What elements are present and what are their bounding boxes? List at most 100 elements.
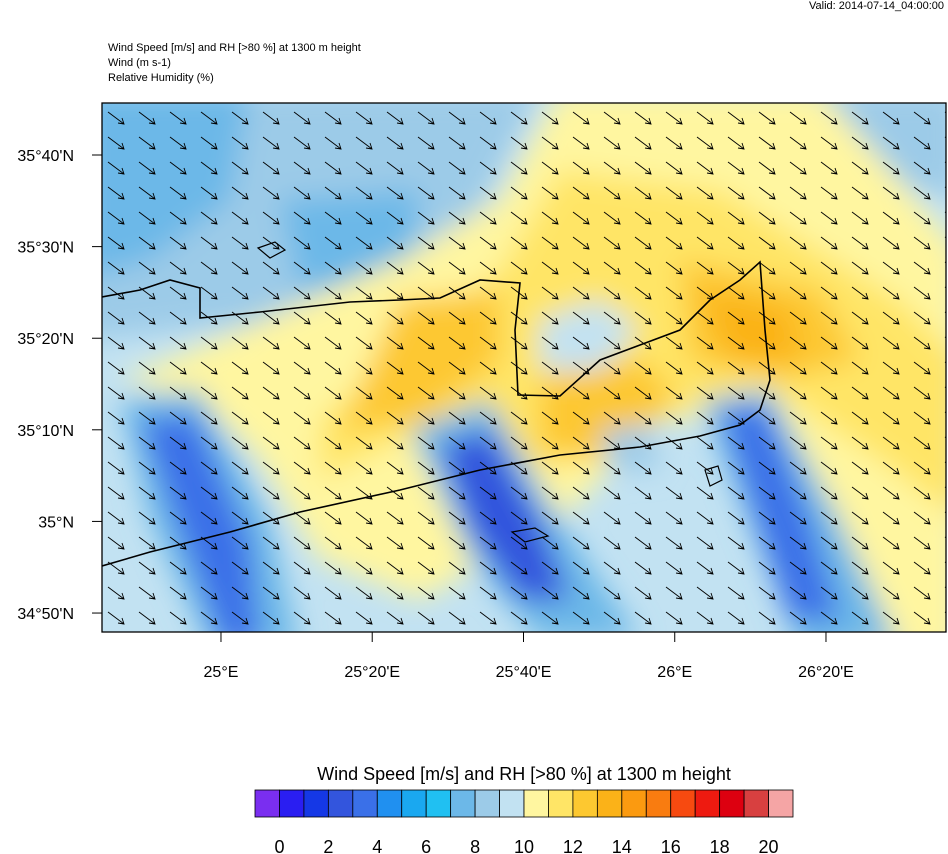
wind-arrow <box>665 436 683 450</box>
wind-arrow <box>789 536 807 550</box>
wind-arrow <box>510 586 528 600</box>
wind-arrow <box>200 136 218 150</box>
colorbar-title: Wind Speed [m/s] and RH [>80 %] at 1300 … <box>317 764 731 784</box>
wind-arrow <box>386 561 404 575</box>
wind-arrow <box>696 561 714 575</box>
wind-arrow <box>200 111 218 125</box>
wind-arrow <box>293 261 311 275</box>
wind-arrow <box>231 486 249 500</box>
wind-arrow <box>169 211 187 225</box>
wind-arrow <box>355 586 373 600</box>
wind-arrow <box>448 436 466 450</box>
wind-arrow <box>417 161 435 175</box>
wind-arrow <box>820 361 838 375</box>
wind-arrow <box>324 286 342 300</box>
wind-arrow <box>851 536 869 550</box>
wind-arrow <box>572 211 590 225</box>
wind-arrow <box>510 136 528 150</box>
wind-arrow <box>727 486 745 500</box>
wind-arrow <box>727 186 745 200</box>
wind-arrow <box>851 586 869 600</box>
wind-arrow <box>169 136 187 150</box>
colorbar-swatch <box>645 789 672 818</box>
wind-arrow <box>355 536 373 550</box>
wind-arrow <box>138 536 156 550</box>
wind-arrow <box>882 236 900 250</box>
wind-arrow <box>169 186 187 200</box>
wind-arrow <box>510 261 528 275</box>
wind-arrow <box>262 311 280 325</box>
wind-arrow <box>913 311 931 325</box>
wind-arrow <box>603 486 621 500</box>
wind-arrow <box>324 611 342 625</box>
wind-arrow <box>634 486 652 500</box>
wind-arrow <box>200 161 218 175</box>
wind-arrow <box>603 561 621 575</box>
wind-arrow <box>882 436 900 450</box>
wind-arrow <box>634 611 652 625</box>
header-line: Wind Speed [m/s] and RH [>80 %] at 1300 … <box>108 42 361 54</box>
wind-arrow <box>634 386 652 400</box>
wind-arrow <box>417 386 435 400</box>
wind-arrow <box>448 561 466 575</box>
wind-arrow <box>572 161 590 175</box>
wind-arrow <box>634 586 652 600</box>
wind-arrow <box>603 461 621 475</box>
wind-arrow <box>324 361 342 375</box>
colorbar-swatch <box>425 789 452 818</box>
wind-arrow <box>355 186 373 200</box>
wind-arrow <box>386 436 404 450</box>
wind-arrow <box>634 136 652 150</box>
wind-arrow <box>107 561 125 575</box>
wind-arrow <box>820 236 838 250</box>
wind-arrow <box>355 136 373 150</box>
wind-arrow <box>479 411 497 425</box>
wind-arrow <box>417 261 435 275</box>
wind-arrow <box>386 586 404 600</box>
colorbar-swatch <box>254 789 280 818</box>
wind-arrow <box>665 136 683 150</box>
wind-arrow <box>107 411 125 425</box>
wind-arrow <box>386 611 404 625</box>
wind-arrow <box>882 136 900 150</box>
wind-arrow <box>727 211 745 225</box>
wind-arrow <box>789 211 807 225</box>
wind-arrow <box>293 386 311 400</box>
wind-arrow <box>200 311 218 325</box>
wind-arrow <box>603 136 621 150</box>
wind-arrow <box>479 511 497 525</box>
wind-arrow <box>882 561 900 575</box>
wind-arrow <box>355 236 373 250</box>
wind-arrow <box>913 336 931 350</box>
wind-arrow <box>913 561 931 575</box>
wind-arrow <box>851 136 869 150</box>
wind-arrow <box>510 386 528 400</box>
lon-label: 26°E <box>657 664 692 681</box>
wind-arrow <box>386 486 404 500</box>
wind-arrow <box>107 111 125 125</box>
lon-label: 25°E <box>204 664 239 681</box>
wind-arrow <box>386 161 404 175</box>
wind-arrow <box>262 586 280 600</box>
wind-arrow <box>293 136 311 150</box>
wind-arrow <box>851 561 869 575</box>
wind-arrow <box>293 436 311 450</box>
wind-arrow <box>758 586 776 600</box>
wind-arrow <box>727 311 745 325</box>
wind-arrow <box>572 236 590 250</box>
wind-arrow <box>634 161 652 175</box>
wind-arrow <box>417 286 435 300</box>
wind-arrow <box>107 211 125 225</box>
wind-arrow <box>448 361 466 375</box>
wind-arrow <box>417 561 435 575</box>
wind-arrow <box>572 486 590 500</box>
wind-arrow <box>107 461 125 475</box>
wind-arrow <box>293 111 311 125</box>
wind-arrow <box>789 586 807 600</box>
wind-arrow <box>169 161 187 175</box>
wind-arrow <box>417 111 435 125</box>
wind-arrow <box>417 211 435 225</box>
lon-label: 26°20'E <box>798 664 854 681</box>
wind-arrow <box>820 211 838 225</box>
